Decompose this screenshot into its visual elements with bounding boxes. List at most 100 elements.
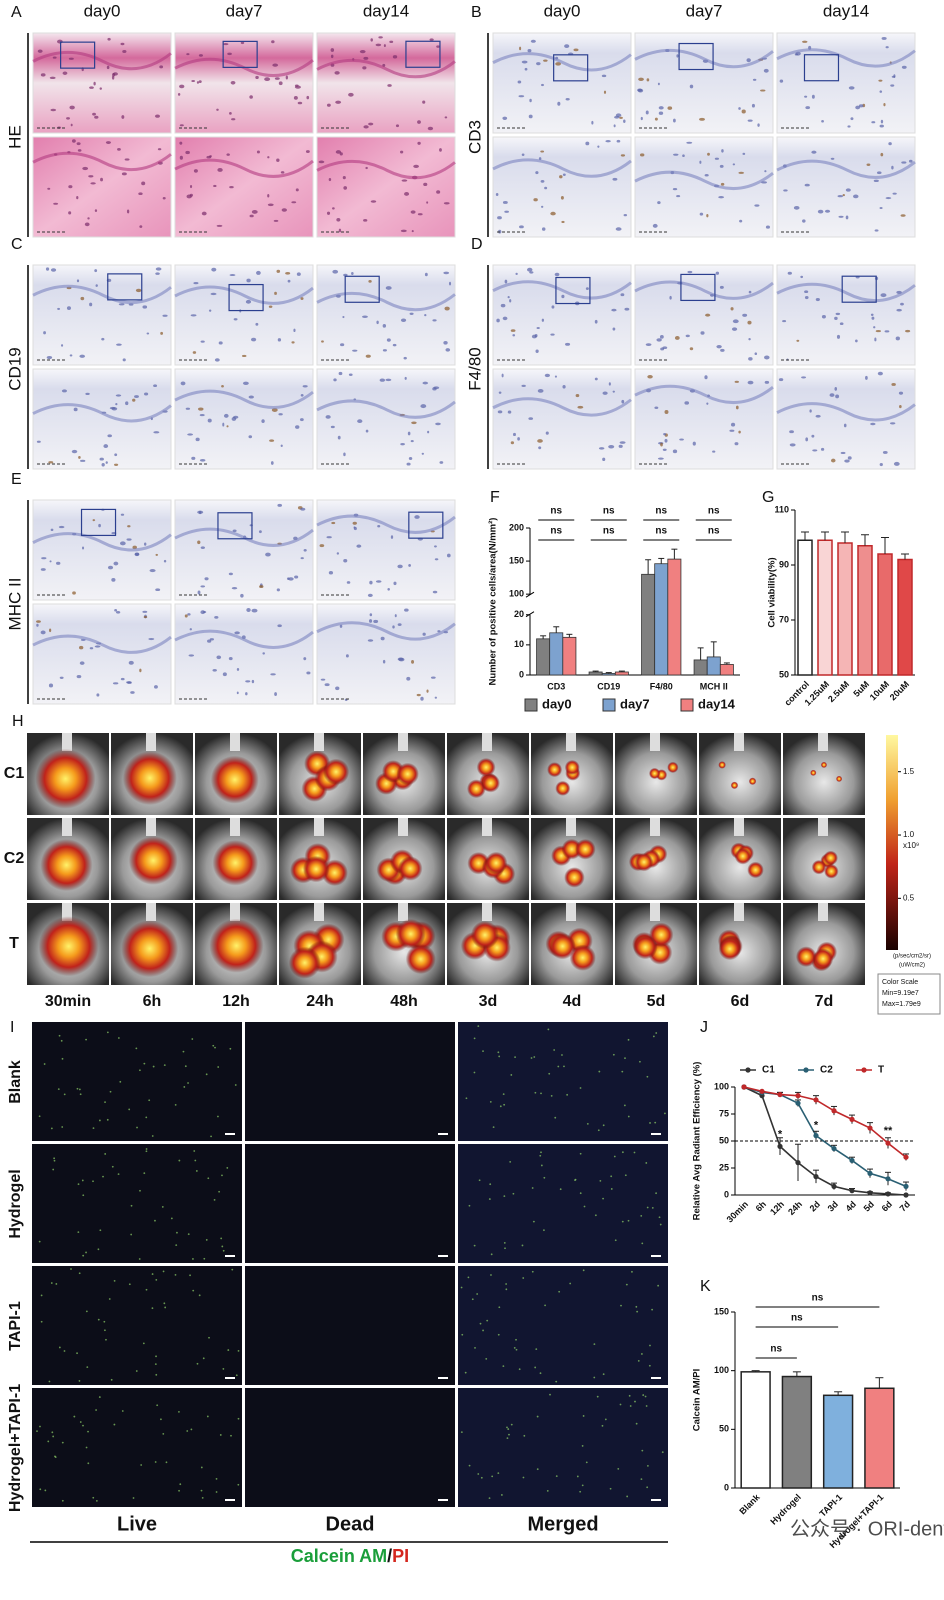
cell-dot	[92, 1180, 94, 1183]
epidermis	[174, 389, 314, 409]
cell-dot	[214, 1046, 216, 1049]
nucleus	[879, 90, 883, 93]
cell-dot	[586, 1123, 589, 1125]
nucleus	[404, 608, 409, 612]
nucleus	[387, 84, 392, 87]
point	[777, 1143, 783, 1149]
nucleus	[605, 139, 611, 143]
nucleus	[259, 585, 264, 588]
epidermis	[174, 158, 314, 178]
nucleus	[222, 672, 227, 677]
nucleus	[94, 115, 99, 119]
nucleus	[734, 380, 739, 383]
nucleus	[187, 433, 194, 436]
cell-dot	[174, 1273, 177, 1276]
nucleus	[565, 342, 571, 346]
time-label: 12h	[222, 993, 250, 1010]
nucleus	[296, 272, 301, 276]
nucleus	[838, 215, 844, 218]
significance: ns	[603, 506, 615, 517]
bar	[781, 1375, 813, 1489]
signal	[210, 755, 259, 804]
cell-dot	[627, 1219, 630, 1222]
nucleus	[720, 348, 725, 352]
nucleus	[118, 303, 125, 306]
x-tick-label: 20uM	[888, 679, 911, 702]
cell-dot	[637, 1359, 640, 1362]
x-tick-label: 12h	[768, 1199, 786, 1217]
signal	[734, 847, 752, 865]
nucleus	[718, 196, 724, 199]
nucleus	[544, 186, 548, 190]
scale-tick-label: 1.5	[903, 767, 915, 776]
y-tick-label: 100	[714, 1081, 729, 1091]
nucleus	[835, 312, 841, 316]
cell-dot	[104, 1329, 106, 1332]
nucleus	[76, 142, 81, 146]
bar	[897, 558, 913, 676]
cell-dot	[613, 1155, 616, 1158]
nucleus	[639, 153, 645, 157]
nucleus	[594, 377, 598, 381]
nucleus	[373, 619, 379, 624]
significance: ns	[550, 506, 562, 517]
nucleus	[390, 535, 394, 539]
stain-part: /	[387, 1546, 392, 1566]
point	[795, 1093, 801, 1099]
nucleus	[715, 271, 720, 275]
nucleus	[652, 223, 658, 228]
cell-dot	[63, 1350, 66, 1352]
cell-dot	[579, 1152, 582, 1155]
nucleus	[274, 692, 277, 696]
nucleus	[811, 434, 815, 438]
nucleus	[382, 659, 386, 664]
nucleus	[80, 459, 86, 462]
cell-dot	[490, 1274, 492, 1276]
x-tick-label: 2d	[808, 1199, 823, 1214]
row-label: C1	[4, 765, 25, 782]
signal	[405, 944, 436, 975]
cell-dot	[39, 1425, 41, 1428]
cell-dot	[178, 1159, 181, 1162]
cell-dot	[205, 1239, 208, 1241]
nucleus	[139, 225, 143, 228]
cell-dot	[522, 1476, 525, 1479]
cell-dot	[621, 1151, 624, 1154]
nucleus	[84, 222, 90, 227]
nucleus	[434, 545, 437, 548]
legend-label: day14	[698, 696, 736, 711]
nucleus	[280, 444, 283, 448]
nucleus	[87, 217, 90, 220]
signal	[467, 779, 486, 799]
nucleus	[303, 548, 307, 552]
nucleus	[793, 205, 800, 210]
fluorescence-image	[32, 1144, 242, 1263]
zoom-box	[107, 273, 143, 301]
nucleus	[699, 212, 704, 216]
signal	[823, 850, 838, 866]
nucleus	[328, 570, 334, 575]
signal	[40, 839, 93, 892]
bar	[797, 539, 813, 676]
holder	[566, 818, 576, 836]
epidermis	[492, 280, 632, 300]
epidermis	[492, 397, 632, 417]
cell-dot	[103, 1320, 106, 1323]
nucleus	[804, 95, 808, 98]
cell-dot	[627, 1038, 630, 1041]
x-tick-label: 5d	[862, 1199, 877, 1214]
legend-marker	[861, 1067, 867, 1073]
cell-dot	[627, 1115, 630, 1118]
nucleus	[368, 122, 374, 126]
nucleus	[747, 320, 752, 325]
nucleus	[207, 639, 212, 643]
cell-dot	[192, 1289, 195, 1292]
cell-dot	[73, 1415, 76, 1418]
nucleus	[659, 335, 664, 339]
nucleus	[319, 544, 325, 548]
cell-dot	[139, 1069, 141, 1072]
nucleus	[149, 569, 156, 573]
nucleus	[71, 139, 76, 143]
cell-dot	[206, 1415, 209, 1418]
nucleus	[56, 561, 61, 565]
